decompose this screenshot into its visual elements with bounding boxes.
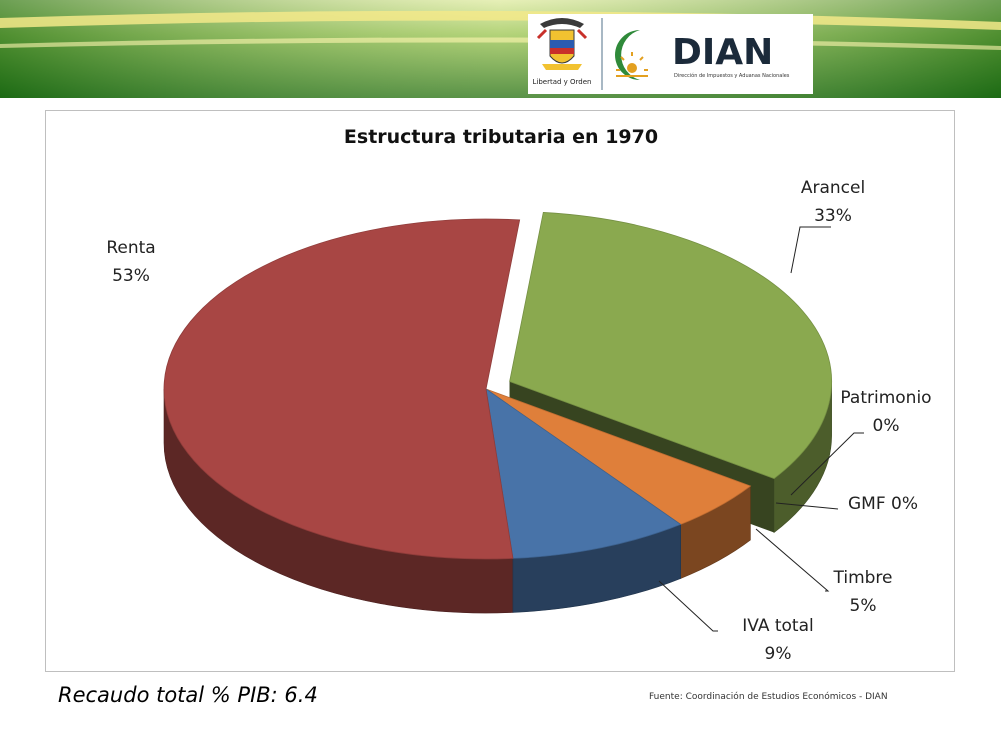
label-name-arancel: Arancel	[801, 178, 865, 198]
leader-line-iva-total	[658, 580, 718, 632]
label-gmf: GMF 0%	[848, 494, 918, 514]
source-note: Fuente: Coordinación de Estudios Económi…	[649, 692, 888, 702]
leader-line-gmf	[775, 502, 839, 510]
header-banner	[0, 0, 1001, 98]
colombia-shield-icon	[536, 18, 588, 70]
chart-title: Estructura tributaria en 1970	[344, 126, 658, 148]
logo-panel: Libertad y Orden DIAN Dirección de Impue…	[528, 14, 813, 94]
pie-chart: Arancel 33% Patrimonio 0% GMF 0% Timbre 5% IVA …	[106, 126, 931, 664]
label-name-patrimonio: Patrimonio	[840, 388, 931, 408]
slice-arancel	[509, 212, 833, 479]
leader-line-timbre	[755, 528, 830, 592]
chart-frame: Arancel 33% Patrimonio 0% GMF 0% Timbre 5% IVA …	[45, 110, 955, 672]
leader-line-patrimonio	[790, 432, 864, 496]
label-name-renta: Renta	[106, 238, 155, 258]
slice-iva-total	[485, 388, 682, 559]
label-value-renta: 53%	[112, 266, 150, 286]
leader-line-arancel	[790, 226, 831, 274]
slice-renta	[163, 218, 521, 560]
total-collection-label: Recaudo total % PIB: 6.4	[58, 683, 318, 707]
label-value-patrimonio: 0%	[873, 416, 900, 436]
label-name-timbre: Timbre	[832, 568, 892, 588]
motto-text: Libertad y Orden	[533, 78, 592, 86]
dian-sun-icon	[615, 30, 648, 80]
label-value-arancel: 33%	[814, 206, 852, 226]
label-value-timbre: 5%	[850, 596, 877, 616]
label-value-iva-total: 9%	[765, 644, 792, 664]
label-name-iva-total: IVA total	[742, 616, 813, 636]
dian-subtitle: Dirección de Impuestos y Aduanas Naciona…	[674, 72, 790, 79]
dian-brand: DIAN	[672, 32, 773, 73]
